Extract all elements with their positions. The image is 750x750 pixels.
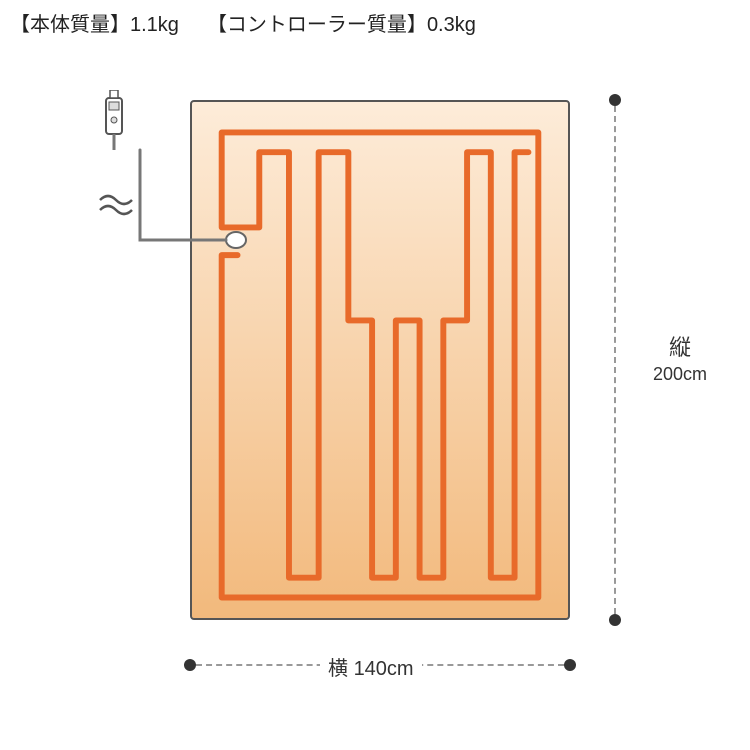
dim-dot-top [609,94,621,106]
dim-label-horizontal: 横 140cm [320,652,422,681]
controller-icon [100,90,128,150]
dim-label-vertical: 縦 200cm [640,330,720,385]
vertical-value: 200cm [640,364,720,385]
body-weight-label: 【本体質量】 [10,14,130,36]
weight-header: 【本体質量】1.1kg 【コントローラー質量】0.3kg [10,8,476,37]
dim-line-vertical [614,106,616,614]
controller-weight-value: 0.3kg [427,14,476,36]
body-weight-value: 1.1kg [130,14,179,36]
controller-weight-label: 【コントローラー質量】 [207,14,427,36]
vertical-label-char: 縦 [640,330,720,362]
dim-dot-left [184,659,196,671]
horizontal-value: 140cm [354,658,414,680]
dim-dot-bottom [609,614,621,626]
blanket-body [190,100,570,620]
horizontal-label-char: 横 [328,658,348,680]
dim-dot-right [564,659,576,671]
product-diagram: 縦 200cm 横 140cm [0,70,750,750]
heating-wire [192,102,568,618]
